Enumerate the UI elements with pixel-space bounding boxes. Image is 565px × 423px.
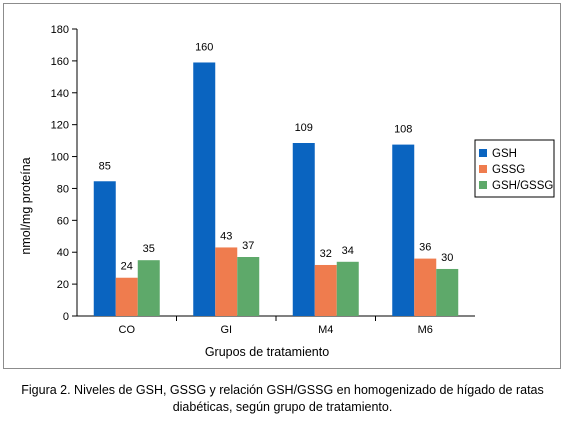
data-label: 24: [121, 261, 133, 273]
y-tick-label: 140: [51, 88, 69, 100]
caption-line-1: Figura 2. Niveles de GSH, GSSG y relació…: [21, 383, 544, 397]
bar-gsh-gssg: [436, 268, 459, 316]
bar-gssg: [215, 247, 238, 316]
data-label: 108: [394, 124, 412, 136]
figure-caption: Figura 2. Niveles de GSH, GSSG y relació…: [0, 382, 565, 416]
y-tick-label: 120: [51, 120, 69, 132]
y-tick-label: 180: [51, 24, 69, 36]
data-label: 30: [441, 252, 453, 264]
data-label: 43: [220, 230, 232, 242]
y-axis-title: nmol/mg proteína: [19, 157, 33, 254]
legend-label: GSH/GSSG: [492, 180, 553, 192]
legend-swatch: [479, 165, 487, 173]
bar-gsh-gssg: [237, 257, 260, 316]
bar-gsh: [292, 143, 315, 316]
data-label: 37: [242, 240, 254, 252]
y-tick-label: 20: [57, 279, 69, 291]
y-tick-label: 40: [57, 247, 69, 259]
legend-swatch: [479, 149, 487, 157]
bar-gssg: [414, 258, 437, 316]
data-label: 109: [295, 122, 313, 134]
bar-gsh: [193, 62, 216, 316]
y-tick-label: 100: [51, 152, 69, 164]
x-tick-label: M6: [418, 324, 433, 336]
bar-gsh: [392, 144, 415, 316]
legend-label: GSH: [492, 148, 517, 160]
x-tick-label: GI: [220, 324, 232, 336]
data-label: 35: [143, 243, 155, 255]
y-tick-label: 60: [57, 215, 69, 227]
data-label: 160: [195, 41, 213, 53]
legend-label: GSSG: [492, 164, 525, 176]
bar-gssg: [314, 264, 337, 316]
x-axis-title: Grupos de tratamiento: [205, 345, 329, 359]
bar-gsh-gssg: [336, 261, 359, 316]
data-label: 32: [320, 248, 332, 260]
caption-line-2: diabéticas, según grupo de tratamiento.: [172, 400, 393, 414]
bar-gssg: [115, 277, 138, 316]
legend-box: [474, 139, 555, 198]
y-tick-label: 160: [51, 56, 69, 68]
x-tick-label: M4: [318, 324, 333, 336]
data-label: 85: [99, 160, 111, 172]
x-tick-label: CO: [119, 324, 136, 336]
bar-gsh-gssg: [137, 260, 160, 316]
y-tick-label: 80: [57, 183, 69, 195]
data-label: 34: [342, 245, 354, 257]
bar-gsh: [93, 181, 116, 316]
data-label: 36: [419, 242, 431, 254]
legend-swatch: [479, 181, 487, 189]
chart: 0 20 40 60 80 100 120 140 160 180 85 24 35 CO 160 43 37 G…: [19, 24, 555, 359]
y-tick-label: 0: [63, 311, 69, 323]
